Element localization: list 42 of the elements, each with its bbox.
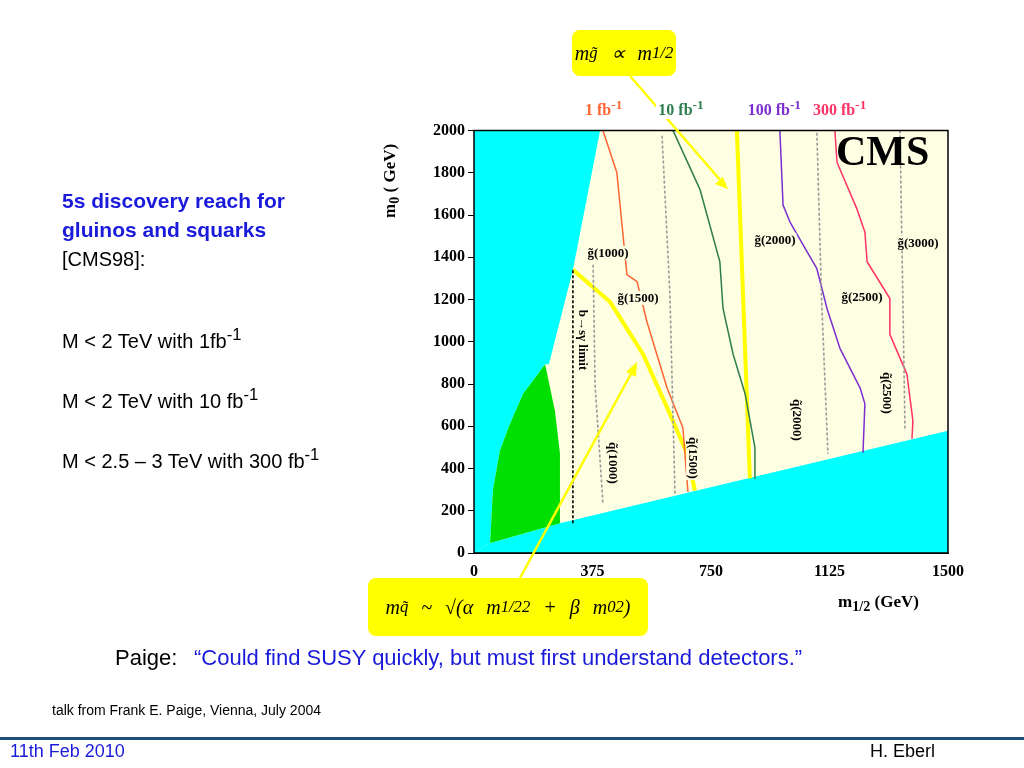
text: 5s discovery reach for gluinos and squarks <box>62 188 286 243</box>
annotation: q̃(1000) <box>605 441 622 485</box>
y-tick-label: 1800 <box>433 162 465 180</box>
y-tick-label: 1000 <box>433 331 465 349</box>
annotation: q̃(1500) <box>685 436 702 480</box>
y-tick-label: 1400 <box>433 247 465 265</box>
y-tick-label: 800 <box>441 374 465 392</box>
x-tick-label: 1125 <box>813 561 846 579</box>
series-label: 300 fb$^{-1}$ <box>811 97 869 120</box>
series-label: 10 fb$^{-1}$ <box>656 97 706 120</box>
text: “Could find SUSY quickly, but must first understand detectors.” <box>194 645 803 671</box>
text: M < 2 TeV with 1fb$^{-1}$ <box>62 325 242 352</box>
y-tick-label: 1600 <box>433 205 465 223</box>
annotation: g̃(1000) <box>586 244 630 261</box>
annotation: g̃(1500) <box>616 289 660 306</box>
text: 11th Feb 2010 <box>10 741 125 762</box>
x-tick-label: 1500 <box>932 561 964 579</box>
text: talk from Frank E. Paige, Vienna, July 2004 <box>52 702 321 719</box>
annotation: CMS <box>836 128 930 175</box>
x-axis-title: m$_{1/2}$ (GeV) <box>838 592 919 616</box>
y-tick-label: 0 <box>457 543 465 561</box>
x-tick-label: 0 <box>470 561 478 579</box>
annotation: g̃(2500) <box>840 288 884 305</box>
text: M < 2.5 – 3 TeV with 300 fb$^{-1}$ <box>62 445 320 472</box>
series-label: 1 fb$^{-1}$ <box>583 97 625 120</box>
x-tick-label: 750 <box>699 561 723 579</box>
text: [CMS98]: <box>62 248 146 270</box>
text: M < 2 TeV with 10 fb$^{-1}$ <box>62 385 259 412</box>
text: Paige: <box>115 645 178 671</box>
series-label: 100 fb$^{-1}$ <box>745 97 804 120</box>
annotation: q̃(2000) <box>789 398 806 442</box>
annotation: g̃(2000) <box>753 231 797 248</box>
y-tick-label: 600 <box>441 416 465 434</box>
x-tick-label: 375 <box>580 561 605 579</box>
annotation: g̃(3000) <box>896 234 940 251</box>
y-tick-label: 200 <box>441 500 465 518</box>
annotation: b→sγ limit <box>575 308 592 372</box>
y-tick-label: 400 <box>441 458 465 476</box>
annotation: q̃(2500) <box>879 371 896 415</box>
y-tick-label: 1200 <box>433 289 465 307</box>
y-tick-label: 2000 <box>433 120 465 138</box>
text: H. Eberl <box>870 741 936 762</box>
